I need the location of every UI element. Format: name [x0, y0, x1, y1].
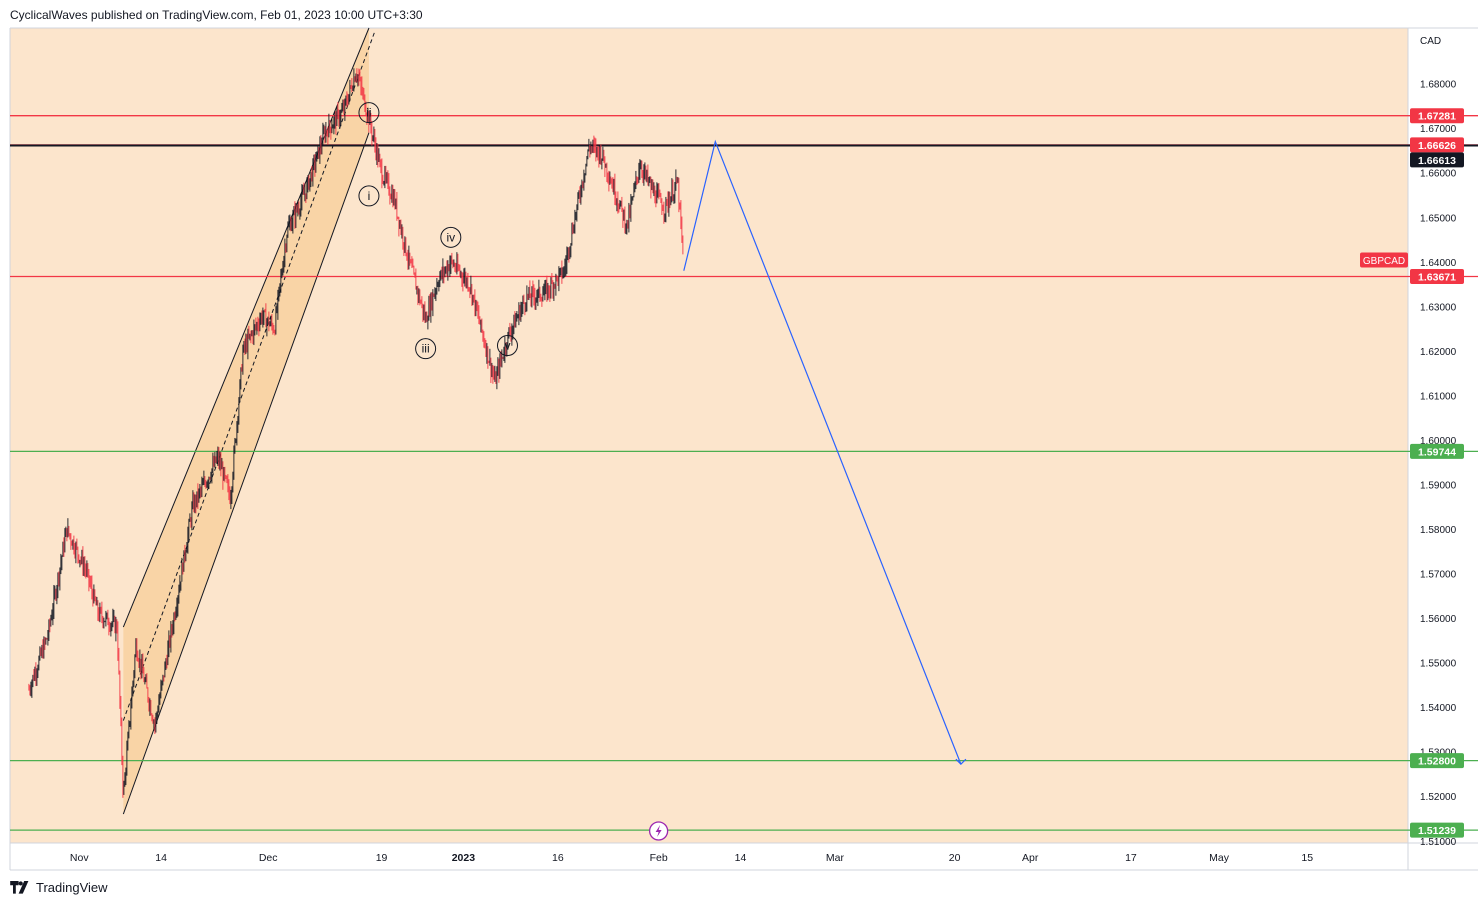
- time-tick-label: Apr: [1022, 852, 1039, 864]
- price-tick-label: 1.63000: [1420, 302, 1457, 313]
- time-tick-label: 19: [376, 852, 388, 864]
- time-tick-label: Nov: [70, 852, 89, 864]
- price-tick-label: 1.54000: [1420, 703, 1457, 714]
- wave-label-i[interactable]: i: [358, 185, 380, 207]
- footer-brand: TradingView: [36, 880, 108, 895]
- symbol-tag-text: GBPCAD: [1363, 256, 1405, 267]
- time-tick-label: 17: [1125, 852, 1137, 864]
- channel-fill: [123, 28, 369, 815]
- projection-path[interactable]: [683, 139, 962, 765]
- level-price-tag[interactable]: 1.67281: [1410, 108, 1464, 124]
- level-price-tag[interactable]: 1.52800: [1410, 753, 1464, 769]
- lightning-icon-glyph: [655, 825, 662, 837]
- projection-arrow-icon: [955, 758, 967, 766]
- wave-label-circle: [415, 338, 437, 360]
- wave-label-iii[interactable]: iii: [415, 338, 437, 360]
- level-price-tag-bg: [1410, 268, 1464, 284]
- lightning-icon[interactable]: [648, 821, 669, 841]
- wave-label-circle: [440, 226, 462, 248]
- level-price-tag-bg: [1410, 152, 1464, 168]
- level-price-tag-text: 1.63671: [1418, 271, 1456, 283]
- price-tick-label: 1.64000: [1420, 258, 1457, 269]
- level-price-tag-text: 1.59744: [1418, 446, 1456, 458]
- wave-label-text: iv: [446, 230, 455, 244]
- time-tick-label: Mar: [826, 852, 845, 864]
- level-price-tag-text: 1.66626: [1418, 140, 1456, 152]
- price-tick-label: 1.67000: [1420, 124, 1457, 135]
- time-tick-label: Dec: [259, 852, 278, 864]
- level-price-tag-text: 1.51239: [1418, 825, 1456, 837]
- price-tick-label: 1.65000: [1420, 213, 1457, 224]
- level-price-tag[interactable]: 1.66613: [1410, 152, 1464, 168]
- level-price-tag-text: 1.67281: [1418, 111, 1456, 123]
- wave-label-circle: [496, 335, 518, 357]
- price-tick-label: 1.55000: [1420, 659, 1457, 670]
- price-axis[interactable]: CAD 1.68000 1.67000 1.66000 1.65000 1.64000 1.…: [1410, 36, 1464, 848]
- symbol-tag-bg: [1360, 252, 1408, 268]
- wave-label-iv[interactable]: iv: [440, 226, 462, 248]
- candles: [28, 68, 684, 798]
- level-price-tag[interactable]: 1.51239: [1410, 822, 1464, 838]
- time-axis[interactable]: Nov 14 Dec 19 2023 16 Feb 14 Mar 20 Apr 17 May 15: [70, 852, 1313, 864]
- wave-label-text: v: [504, 339, 510, 353]
- price-tick-label: 1.68000: [1420, 80, 1457, 91]
- wave-label-text: ii: [366, 106, 371, 120]
- price-tick-label: 1.62000: [1420, 347, 1457, 358]
- price-tick-label: 1.58000: [1420, 525, 1457, 536]
- tradingview-logo-icon: [10, 880, 29, 894]
- footer: TradingView: [10, 880, 108, 895]
- level-price-tag-bg: [1410, 822, 1464, 838]
- level-price-tag-bg: [1410, 443, 1464, 459]
- price-tick-label: 1.51000: [1420, 837, 1457, 848]
- level-price-tag[interactable]: 1.63671: [1410, 268, 1464, 284]
- level-price-tag-bg: [1410, 137, 1464, 153]
- price-tick-label: 1.52000: [1420, 792, 1457, 803]
- time-tick-label: 20: [949, 852, 961, 864]
- price-tick-label: 1.57000: [1420, 570, 1457, 581]
- level-price-tag-text: 1.52800: [1418, 756, 1456, 768]
- time-tick-label: May: [1209, 852, 1230, 864]
- symbol-tag[interactable]: GBPCAD: [1360, 252, 1408, 268]
- wave-label-ii[interactable]: ii: [358, 102, 380, 124]
- price-tick-label: 1.61000: [1420, 391, 1457, 402]
- level-price-tag[interactable]: 1.59744: [1410, 443, 1464, 459]
- time-tick-label: 14: [735, 852, 747, 864]
- wave-label-circle: [358, 185, 380, 207]
- level-price-tag-text: 1.66613: [1418, 155, 1456, 167]
- publish-info: CyclicalWaves published on TradingView.c…: [10, 8, 423, 22]
- price-tick-label: 1.66000: [1420, 169, 1457, 180]
- wave-label-v[interactable]: v: [496, 335, 518, 357]
- time-tick-label: 15: [1301, 852, 1313, 864]
- level-price-tag-bg: [1410, 753, 1464, 769]
- price-tick-label: 1.60000: [1420, 436, 1457, 447]
- level-price-tag-bg: [1410, 108, 1464, 124]
- time-tick-label: 14: [155, 852, 167, 864]
- price-tick-label: 1.59000: [1420, 480, 1457, 491]
- channel-lower-line[interactable]: [122, 132, 370, 815]
- time-tick-label: Feb: [650, 852, 668, 864]
- wave-label-text: iii: [422, 342, 430, 356]
- price-tick-label: 1.56000: [1420, 614, 1457, 625]
- currency-label: CAD: [1420, 36, 1441, 47]
- level-price-tag[interactable]: 1.66626: [1410, 137, 1464, 153]
- time-tick-label: 16: [552, 852, 564, 864]
- time-tick-label: 2023: [452, 852, 476, 864]
- wave-label-text: i: [368, 189, 371, 203]
- wave-label-circle: [358, 102, 380, 124]
